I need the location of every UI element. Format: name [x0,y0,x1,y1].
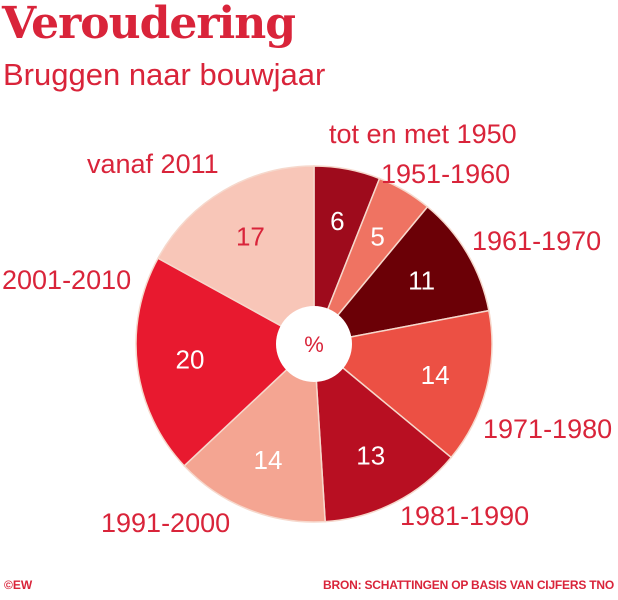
slice-category-label: 1961-1970 [472,226,602,256]
slice-category-label: 1951-1960 [381,159,511,189]
copyright: ©EW [4,578,33,592]
pie-slice [157,165,315,346]
slice-value: 14 [421,360,450,390]
slice-value: 13 [356,440,385,470]
slice-category-label: 1981-1990 [400,501,530,531]
chart-subtitle: Bruggen naar bouwjaar [3,57,326,92]
slice-category-label: tot en met 1950 [329,119,517,149]
chart-title: Veroudering [2,0,296,49]
slice-category-label: 1971-1980 [483,414,613,444]
pie-slice [135,257,316,467]
pie-slice [183,342,326,523]
slice-category-label: 2001-2010 [2,265,132,295]
slice-value: 17 [236,221,265,251]
donut-hole [276,306,352,382]
pie-slices [135,165,493,523]
pie-slice [312,205,490,346]
slice-value: 6 [330,206,344,236]
slice-category-label: vanaf 2011 [87,149,219,179]
slice-value: 20 [176,345,205,375]
slice-value-labels: 65 11 14 13 14 20 17 [176,206,450,475]
source-note: BRON: SCHATTINGEN OP BASIS VAN CIJFERS T… [323,578,614,592]
pie-slice [313,342,453,523]
slice-value: 11 [408,265,435,295]
slice-category-label: 1991-2000 [101,508,231,538]
slice-value: 14 [254,445,283,475]
pie-slice [312,309,493,459]
slice-value: 5 [370,221,384,251]
percent-symbol: % [304,332,324,357]
